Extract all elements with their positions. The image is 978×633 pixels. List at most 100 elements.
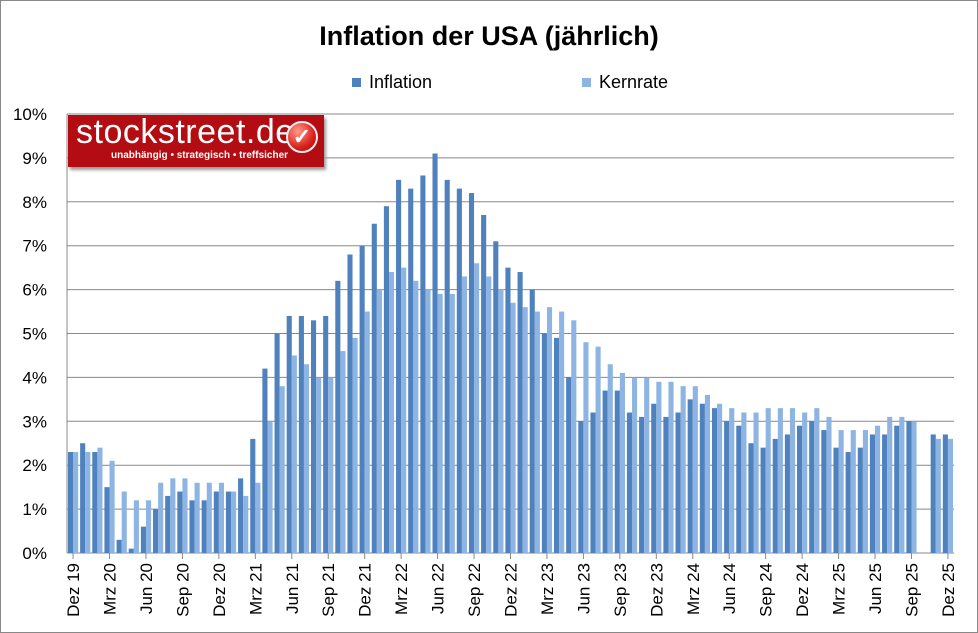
- bar-inflation: [310, 320, 317, 553]
- bar-kernrate: [680, 386, 686, 553]
- bar-kernrate: [559, 311, 565, 553]
- bar-inflation: [116, 539, 122, 553]
- bar-kernrate: [461, 276, 468, 553]
- bar-inflation: [882, 434, 888, 553]
- bar-kernrate: [571, 320, 577, 553]
- y-tick-label: 7%: [22, 237, 47, 256]
- legend-label: Inflation: [369, 72, 433, 92]
- bar-inflation: [602, 390, 608, 553]
- bar-inflation: [298, 315, 304, 553]
- bar-inflation: [335, 280, 341, 553]
- bar-kernrate: [947, 438, 954, 553]
- chart-title: Inflation der USA (jährlich): [319, 21, 659, 51]
- bar-inflation: [225, 491, 232, 553]
- bar-inflation: [566, 377, 572, 553]
- bar-kernrate: [838, 430, 844, 553]
- bar-inflation: [140, 526, 146, 553]
- bar-inflation: [359, 245, 365, 553]
- bar-inflation: [165, 495, 171, 553]
- bar-inflation: [262, 368, 268, 553]
- bar-inflation: [347, 254, 353, 554]
- bar-kernrate: [632, 377, 638, 553]
- bar-inflation: [383, 206, 389, 553]
- bar-kernrate: [595, 346, 601, 553]
- bar-inflation: [736, 425, 742, 553]
- bar-kernrate: [267, 421, 273, 553]
- x-tick-label: Sep 20: [173, 563, 192, 617]
- bar-inflation: [869, 434, 876, 553]
- bar-inflation: [809, 421, 815, 553]
- legend-item-kernrate: Kernrate: [582, 72, 668, 93]
- bar-inflation: [772, 438, 778, 553]
- bar-kernrate: [413, 280, 419, 553]
- x-tick-label: Dez 24: [793, 563, 812, 617]
- bar-kernrate: [826, 416, 832, 553]
- x-tick-label: Mrz 22: [392, 563, 411, 615]
- bar-kernrate: [717, 403, 723, 553]
- bar-kernrate: [316, 377, 322, 553]
- x-tick-label: Sep 22: [465, 563, 484, 617]
- y-tick-label: 5%: [22, 325, 47, 344]
- bar-inflation: [833, 447, 839, 553]
- legend-label: Kernrate: [599, 72, 669, 92]
- bar-inflation: [711, 408, 718, 553]
- legend-swatch-inflation: [352, 78, 361, 87]
- bar-inflation: [213, 491, 219, 553]
- bar-kernrate: [352, 337, 358, 553]
- bar-inflation: [663, 416, 669, 553]
- y-tick-label: 1%: [22, 500, 47, 519]
- bar-inflation: [748, 443, 754, 553]
- bar-kernrate: [437, 293, 443, 553]
- bar-inflation: [128, 548, 134, 553]
- bar-kernrate: [534, 311, 540, 553]
- bar-kernrate: [789, 408, 796, 553]
- bar-kernrate: [583, 342, 589, 553]
- checkmark-icon: ✓: [286, 121, 318, 153]
- bar-inflation: [541, 333, 547, 553]
- y-tick-label: 0%: [22, 544, 47, 563]
- bar-inflation: [675, 412, 681, 553]
- bar-kernrate: [510, 302, 516, 553]
- bar-kernrate: [619, 373, 625, 553]
- x-tick-label: Dez 21: [356, 563, 375, 617]
- x-tick-label: Jun 23: [574, 563, 593, 614]
- bar-kernrate: [911, 421, 917, 553]
- bar-inflation: [323, 315, 329, 553]
- bar-kernrate: [474, 263, 480, 553]
- bar-kernrate: [206, 482, 212, 553]
- y-tick-label: 2%: [22, 456, 47, 475]
- bar-kernrate: [875, 425, 881, 553]
- y-tick-label: 10%: [13, 105, 47, 124]
- bar-kernrate: [498, 289, 504, 553]
- y-tick-label: 4%: [22, 368, 47, 387]
- x-tick-label: Jun 22: [429, 563, 448, 614]
- bar-inflation: [724, 421, 730, 553]
- bar-inflation: [845, 452, 851, 553]
- bar-inflation: [153, 509, 159, 553]
- bar-inflation: [614, 390, 620, 553]
- bar-kernrate: [85, 452, 91, 553]
- bar-kernrate: [862, 430, 868, 553]
- bar-inflation: [797, 425, 803, 553]
- bar-inflation: [942, 434, 948, 553]
- bar-inflation: [517, 272, 523, 553]
- bar-kernrate: [158, 482, 164, 553]
- logo-text: stockstreet.de: [76, 113, 295, 151]
- bar-inflation: [590, 412, 596, 553]
- bar-kernrate: [607, 364, 613, 553]
- bar-kernrate: [692, 386, 698, 553]
- bar-kernrate: [704, 394, 711, 553]
- bar-kernrate: [887, 416, 893, 553]
- x-tick-label: Dez 22: [502, 563, 521, 617]
- x-tick-label: Jun 25: [866, 563, 885, 614]
- x-tick-label: Dez 19: [64, 563, 83, 617]
- bar-inflation: [505, 267, 511, 553]
- bar-kernrate: [765, 408, 771, 553]
- x-tick-label: Jun 21: [283, 563, 302, 614]
- bar-kernrate: [328, 377, 334, 553]
- bar-inflation: [189, 500, 195, 553]
- bar-inflation: [894, 425, 900, 553]
- y-tick-label: 9%: [22, 149, 47, 168]
